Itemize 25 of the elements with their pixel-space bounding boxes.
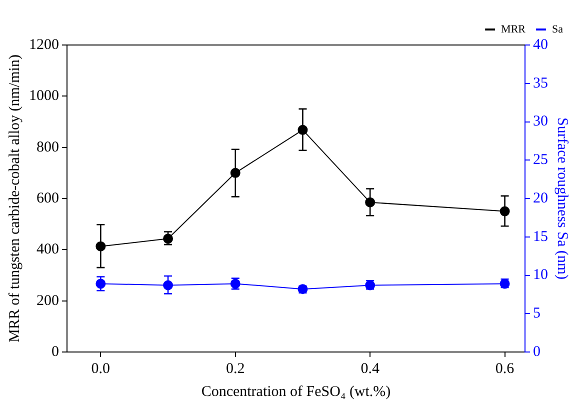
y2-tick-label: 5 [533, 306, 540, 322]
y2-tick-label: 10 [533, 267, 548, 284]
x-tick-label: 0.0 [91, 360, 110, 377]
x-tick-label: 0.6 [495, 360, 515, 377]
legend-label: MRR [501, 23, 526, 36]
y2-tick-label: 20 [533, 190, 548, 206]
x-axis-title: Concentration of FeSO₄ (wt.%) [201, 384, 391, 400]
y-tick-label: 800 [36, 139, 59, 156]
y-tick-label: 0 [52, 344, 59, 360]
y2-tick-label: 40 [533, 36, 548, 53]
legend-label: Sa [552, 23, 564, 36]
y2-axis-title: Surface roughness Sa (nm) [554, 117, 570, 280]
y2-tick-label: 35 [533, 75, 548, 92]
y-tick-label: 200 [36, 292, 59, 309]
y-tick-label: 1000 [29, 88, 59, 104]
y-tick-label: 600 [36, 190, 59, 206]
y2-tick-label: 0 [533, 344, 540, 360]
y-axis-title: MRR of tungsten carbide-cobalt alloy (nm/min) [6, 54, 23, 342]
y2-tick-label: 30 [533, 114, 548, 130]
y2-tick-label: 15 [533, 228, 548, 245]
y-tick-label: 1200 [29, 36, 59, 53]
y-tick-label: 400 [36, 242, 59, 258]
x-tick-label: 0.2 [226, 360, 245, 377]
x-tick-label: 0.4 [360, 360, 380, 377]
y2-tick-label: 25 [533, 152, 548, 168]
